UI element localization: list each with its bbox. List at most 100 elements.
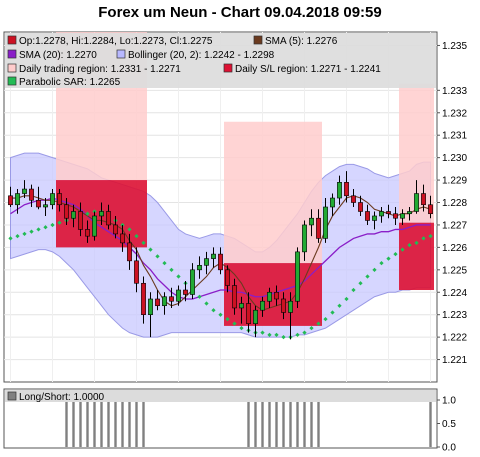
- legend-box: [5, 33, 436, 88]
- psar-dot: [211, 308, 216, 313]
- sub-legend-box: [5, 390, 436, 402]
- candle-body: [218, 253, 223, 271]
- psar-dot: [169, 267, 174, 272]
- candle-body: [358, 202, 363, 212]
- candle-body: [85, 229, 90, 237]
- candle-body: [36, 199, 41, 208]
- psar-dot: [8, 236, 13, 241]
- candle-body: [316, 217, 321, 239]
- candle-body: [400, 213, 405, 219]
- y-tick-label: 1.231: [442, 131, 467, 142]
- candle-body: [141, 282, 146, 315]
- sub-y-tick-label: 0.0: [442, 443, 456, 454]
- psar-dot: [155, 254, 160, 259]
- psar-dot: [85, 211, 90, 216]
- candle-body: [29, 188, 34, 201]
- sub-legend-swatch: [7, 391, 17, 401]
- long-short-bar: [93, 400, 96, 447]
- candle-body: [113, 224, 118, 235]
- long-short-bar: [114, 400, 117, 447]
- legend-swatch: [253, 35, 263, 45]
- candle-body: [428, 204, 433, 215]
- psar-dot: [386, 256, 391, 261]
- candle-body: [162, 296, 167, 307]
- psar-dot: [218, 312, 223, 317]
- y-tick-label: 1.232: [442, 108, 467, 119]
- candle-body: [372, 215, 377, 221]
- candle-body: [302, 224, 307, 253]
- long-short-bar: [275, 400, 278, 447]
- psar-dot: [323, 317, 328, 322]
- sub-y-tick-label: 0.5: [442, 419, 456, 430]
- candle-body: [386, 211, 391, 215]
- psar-dot: [407, 243, 412, 248]
- legend-label: Bollinger (20, 2): 1.2242 - 1.2298: [128, 50, 275, 61]
- candle-body: [92, 215, 97, 237]
- psar-dot: [428, 234, 433, 239]
- psar-dot: [127, 227, 132, 232]
- long-short-bar: [142, 400, 145, 447]
- candle-body: [260, 300, 265, 311]
- candle-body: [106, 211, 111, 226]
- candle-body: [267, 291, 272, 302]
- long-short-bar: [310, 400, 313, 447]
- candle-body: [239, 303, 244, 309]
- candle-body: [365, 211, 370, 221]
- candle-body: [155, 298, 160, 307]
- candle-body: [148, 298, 153, 315]
- candle-body: [330, 197, 335, 208]
- long-short-bar: [254, 400, 257, 447]
- psar-dot: [36, 227, 41, 232]
- candle-body: [43, 204, 48, 208]
- psar-dot: [141, 240, 146, 246]
- long-short-bar: [128, 400, 131, 447]
- psar-dot: [421, 236, 426, 241]
- psar-dot: [22, 231, 27, 237]
- psar-dot: [393, 251, 398, 257]
- legend-swatch: [7, 76, 17, 86]
- long-short-bar: [303, 400, 306, 447]
- psar-dot: [358, 281, 363, 286]
- psar-dot: [274, 332, 279, 338]
- legend-label: SMA (20): 1.2270: [19, 50, 97, 61]
- candle-body: [15, 193, 20, 206]
- chart-title: Forex um Neun - Chart 09.04.2018 09:59: [98, 4, 382, 21]
- candle-body: [379, 211, 384, 217]
- psar-dot: [379, 260, 384, 266]
- y-tick-label: 1.235: [442, 41, 467, 52]
- candle-body: [197, 265, 202, 271]
- psar-dot: [197, 294, 202, 299]
- psar-dot: [148, 247, 153, 252]
- long-short-bar: [261, 400, 264, 447]
- psar-dot: [295, 332, 300, 338]
- long-short-bar: [296, 400, 299, 447]
- candle-body: [309, 217, 314, 226]
- psar-dot: [239, 326, 244, 331]
- long-short-bar: [135, 400, 138, 447]
- region-5: [399, 222, 434, 291]
- legend-swatch: [223, 63, 233, 73]
- psar-dot: [260, 330, 265, 335]
- candle-body: [288, 300, 293, 313]
- legend-swatch: [7, 49, 17, 59]
- long-short-bar: [317, 400, 320, 447]
- psar-dot: [50, 222, 55, 228]
- y-tick-label: 1.230: [442, 153, 467, 164]
- candle-body: [281, 298, 286, 313]
- y-tick-label: 1.221: [442, 355, 467, 366]
- legend-label: Op:1.2278, Hi:1.2284, Lo:1.2273, Cl:1.22…: [19, 36, 213, 47]
- candle-body: [78, 211, 83, 230]
- candle-body: [64, 204, 69, 219]
- psar-dot: [29, 229, 34, 234]
- psar-dot: [302, 330, 307, 335]
- candle-body: [225, 269, 230, 286]
- legend-label: Parabolic SAR: 1.2265: [19, 77, 121, 88]
- legend-swatch: [7, 35, 17, 45]
- candle-body: [351, 195, 356, 203]
- candle-body: [99, 211, 104, 217]
- candle-body: [50, 193, 55, 206]
- legend-label: SMA (5): 1.2276: [265, 36, 338, 47]
- y-tick-label: 1.228: [442, 198, 467, 209]
- candle-body: [190, 269, 195, 295]
